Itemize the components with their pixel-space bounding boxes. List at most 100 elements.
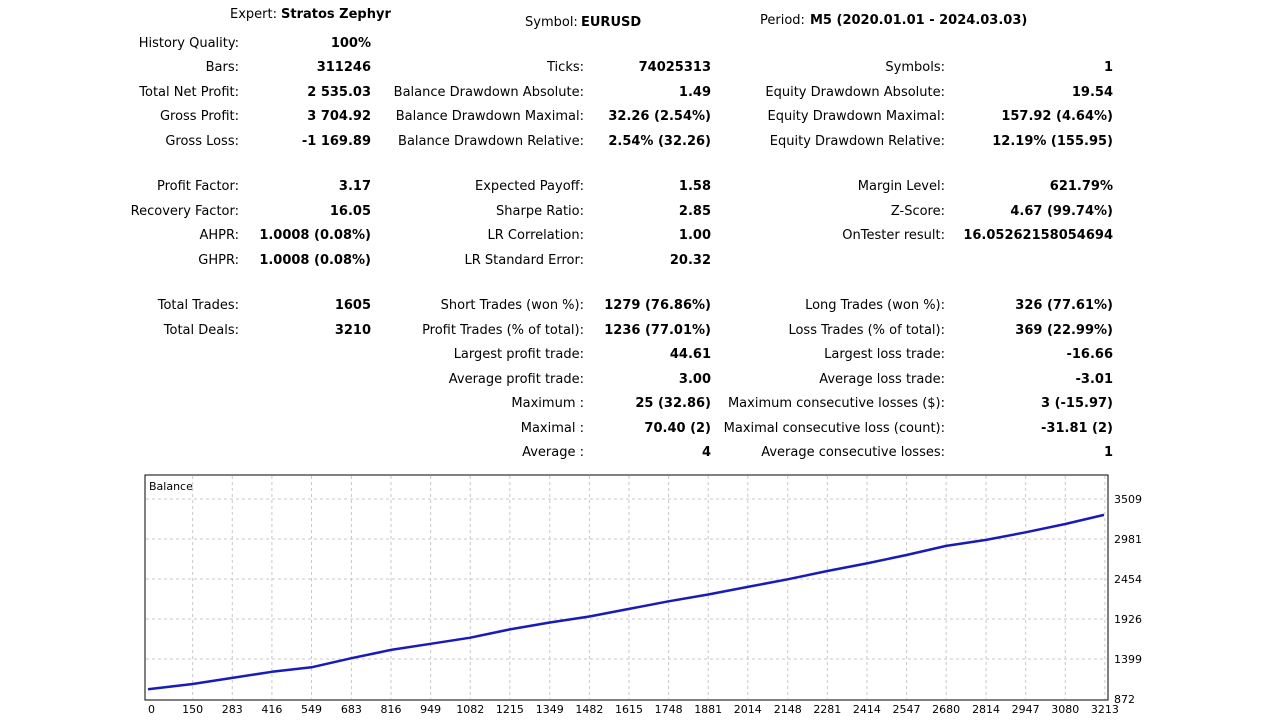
equity-dd-rel-label: Equity Drawdown Relative: [769, 134, 945, 149]
long-trades-label: Long Trades (won %): [805, 298, 945, 313]
gross-profit-label: Gross Profit: [159, 109, 239, 124]
y-tick-label: 1399 [1114, 653, 1142, 666]
expert-label: Expert: [230, 7, 277, 22]
balance-dd-abs-label: Balance Drawdown Absolute: [393, 85, 584, 100]
profit-factor-label: Profit Factor: [157, 179, 239, 194]
ghpr-value: 1.0008 (0.08%) [259, 253, 371, 268]
balance-dd-rel-label: Balance Drawdown Relative: [398, 134, 584, 149]
loss-trades-value: 369 (22.99%) [1015, 323, 1113, 338]
ticks-label: Ticks: [547, 60, 584, 75]
avg-loss-value: -3.01 [1075, 372, 1113, 387]
lr-std-error-value: 20.32 [669, 253, 711, 268]
x-tick-label: 2148 [774, 703, 802, 716]
x-tick-label: 150 [182, 703, 203, 716]
x-tick-label: 2014 [734, 703, 762, 716]
total-net-profit-label: Total Net Profit: [139, 85, 239, 100]
z-score-label: Z-Score: [890, 204, 945, 219]
period-value: M5 (2020.01.01 - 2024.03.03) [810, 13, 1028, 28]
bars-label: Bars: [205, 60, 239, 75]
profit-factor-value: 3.17 [338, 179, 371, 194]
equity-dd-rel-value: 12.19% (155.95) [992, 134, 1113, 149]
recovery-factor-value: 16.05 [329, 204, 371, 219]
loss-trades-label: Loss Trades (% of total): [788, 323, 945, 338]
avg-profit-value: 3.00 [678, 372, 711, 387]
ontester-result-label: OnTester result: [842, 228, 945, 243]
average-label: Average : [522, 445, 584, 460]
short-trades-label: Short Trades (won %): [440, 298, 584, 313]
balance-dd-max-value: 32.26 (2.54%) [608, 109, 711, 124]
balance-dd-max-label: Balance Drawdown Maximal: [395, 109, 584, 124]
period-label: Period: [760, 13, 805, 28]
max-consec-losses-value: 3 (-15.97) [1041, 396, 1113, 411]
long-trades-value: 326 (77.61%) [1015, 298, 1113, 313]
max-consec-losses-label: Maximum consecutive losses ($): [727, 396, 945, 411]
x-tick-label: 2680 [932, 703, 960, 716]
sharpe-ratio-label: Sharpe Ratio: [496, 204, 584, 219]
x-tick-label: 816 [381, 703, 402, 716]
equity-dd-max-label: Equity Drawdown Maximal: [767, 109, 945, 124]
ticks-value: 74025313 [638, 60, 711, 75]
chart-frame [144, 474, 1109, 701]
expected-payoff-value: 1.58 [678, 179, 711, 194]
equity-dd-abs-value: 19.54 [1071, 85, 1113, 100]
maximal-label: Maximal : [520, 421, 584, 436]
y-tick-label: 3509 [1114, 493, 1142, 506]
ahpr-label: AHPR: [199, 228, 239, 243]
total-deals-label: Total Deals: [163, 323, 239, 338]
profit-trades-value: 1236 (77.01%) [604, 323, 711, 338]
bars-value: 311246 [316, 60, 371, 75]
x-tick-label: 3213 [1091, 703, 1119, 716]
largest-profit-value: 44.61 [669, 347, 711, 362]
maximal-consec-loss-label: Maximal consecutive loss (count): [723, 421, 945, 436]
ontester-result-value: 16.05262158054694 [963, 228, 1113, 243]
x-tick-label: 283 [222, 703, 243, 716]
x-tick-label: 1748 [655, 703, 683, 716]
x-axis-ticks: 0 150 283 416 549 683 816 949 1082 1215 1349 1482 16… [148, 703, 1119, 716]
maximal-value: 70.40 (2) [644, 421, 711, 436]
avg-profit-label: Average profit trade: [448, 372, 584, 387]
history-quality-value: 100% [330, 36, 371, 51]
x-tick-label: 2547 [893, 703, 921, 716]
expert-value: Stratos Zephyr [281, 7, 391, 22]
x-tick-label: 1881 [694, 703, 722, 716]
total-trades-label: Total Trades: [157, 298, 239, 313]
largest-loss-value: -16.66 [1066, 347, 1113, 362]
balance-line [147, 513, 1105, 691]
chart-title: Balance [149, 480, 193, 493]
lr-std-error-label: LR Standard Error: [464, 253, 584, 268]
history-quality-label: History Quality: [138, 36, 239, 51]
largest-profit-label: Largest profit trade: [453, 347, 584, 362]
lr-correlation-value: 1.00 [678, 228, 711, 243]
sharpe-ratio-value: 2.85 [678, 204, 711, 219]
recovery-factor-label: Recovery Factor: [130, 204, 239, 219]
margin-level-label: Margin Level: [857, 179, 945, 194]
lr-correlation-label: LR Correlation: [487, 228, 584, 243]
x-tick-label: 2947 [1012, 703, 1040, 716]
y-tick-label: 1926 [1114, 613, 1142, 626]
ghpr-label: GHPR: [198, 253, 239, 268]
gross-profit-value: 3 704.92 [307, 109, 371, 124]
gross-loss-label: Gross Loss: [165, 134, 239, 149]
avg-consec-losses-label: Average consecutive losses: [761, 445, 945, 460]
largest-loss-label: Largest loss trade: [824, 347, 945, 362]
short-trades-value: 1279 (76.86%) [604, 298, 711, 313]
balance-dd-rel-value: 2.54% (32.26) [608, 134, 711, 149]
y-tick-label: 2454 [1114, 573, 1142, 586]
balance-chart: Balance 0 150 283 416 549 683 816 949 1082 1215 13… [144, 474, 1142, 716]
margin-level-value: 621.79% [1049, 179, 1113, 194]
x-tick-label: 2414 [853, 703, 881, 716]
avg-loss-label: Average loss trade: [819, 372, 945, 387]
avg-consec-losses-value: 1 [1103, 445, 1113, 460]
gross-loss-value: -1 169.89 [301, 134, 371, 149]
x-tick-label: 683 [341, 703, 362, 716]
x-tick-label: 1482 [575, 703, 603, 716]
x-tick-label: 1082 [456, 703, 484, 716]
y-tick-label: 872 [1114, 693, 1135, 706]
x-tick-label: 1615 [615, 703, 643, 716]
maximum-value: 25 (32.86) [635, 396, 711, 411]
total-net-profit-value: 2 535.03 [307, 85, 371, 100]
x-tick-label: 1215 [496, 703, 524, 716]
chart-grid [146, 476, 1107, 699]
x-tick-label: 3080 [1051, 703, 1079, 716]
x-tick-label: 0 [148, 703, 155, 716]
